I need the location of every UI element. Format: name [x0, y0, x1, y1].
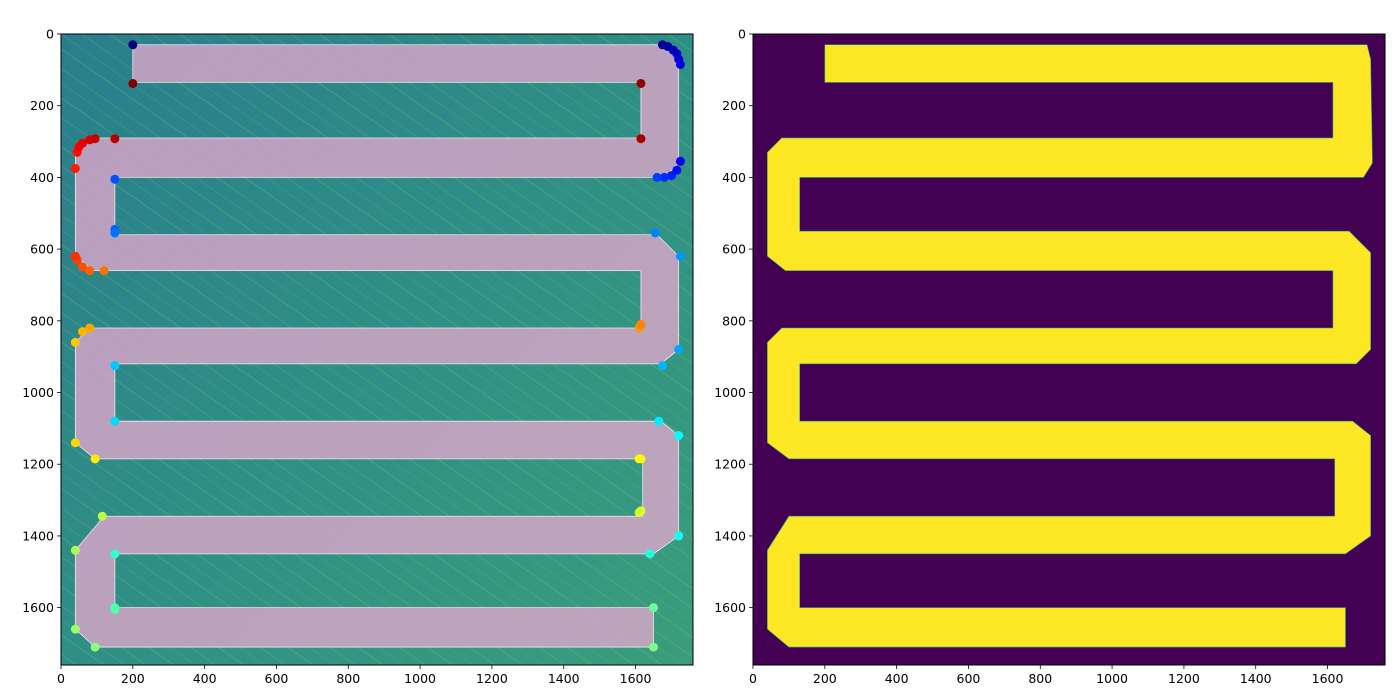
scatter-point [675, 251, 685, 261]
y-tick-label: 1600 [714, 600, 746, 615]
scatter-point [649, 603, 658, 613]
scatter-point [78, 262, 88, 272]
x-tick-label: 1200 [1168, 671, 1200, 686]
scatter-point [674, 345, 684, 354]
x-tick-label: 1000 [404, 671, 436, 686]
left-y-axis: 0 200 400 600 800 1000 1200 1400 1600 [22, 27, 61, 615]
scatter-point [90, 642, 100, 652]
left-panel: 0 200 400 600 800 1000 1200 1400 1600 0 200 400 600… [22, 27, 694, 686]
x-tick-label: 1400 [1240, 671, 1272, 686]
y-tick-label: 200 [30, 98, 54, 113]
y-tick-label: 1000 [714, 385, 746, 400]
scatter-point [70, 251, 80, 261]
y-tick-label: 400 [722, 170, 746, 185]
x-tick-label: 600 [265, 671, 289, 686]
scatter-point [110, 604, 120, 614]
scatter-point [110, 416, 120, 426]
scatter-point [110, 549, 120, 559]
scatter-point [674, 531, 684, 541]
x-tick-label: 600 [957, 671, 981, 686]
left-axes-frame [60, 33, 694, 666]
scatter-point [70, 163, 80, 173]
x-tick-label: 1600 [620, 671, 652, 686]
scatter-point [654, 416, 664, 426]
scatter-point [70, 438, 80, 448]
scatter-point [652, 172, 662, 182]
point-group [70, 40, 685, 652]
scatter-point [99, 266, 109, 276]
x-tick-label: 400 [885, 671, 909, 686]
y-tick-label: 800 [30, 313, 54, 328]
scatter-point [85, 266, 95, 276]
scatter-point [675, 156, 685, 166]
scatter-point [78, 327, 88, 337]
y-tick-label: 600 [30, 242, 54, 257]
scatter-point [110, 174, 120, 184]
right-y-axis: 0 200 400 600 800 1000 1200 1400 1600 [714, 27, 753, 615]
scatter-point [666, 171, 676, 181]
x-tick-label: 1000 [1096, 671, 1128, 686]
y-tick-label: 1200 [22, 457, 54, 472]
x-tick-label: 800 [336, 671, 360, 686]
scatter-point [70, 624, 80, 634]
scatter-point [645, 549, 655, 559]
y-tick-label: 0 [46, 27, 54, 42]
x-tick-label: 200 [121, 671, 145, 686]
scatter-point [97, 511, 107, 521]
scatter-point [110, 134, 120, 144]
x-tick-label: 1400 [548, 671, 580, 686]
scatter-point [634, 454, 644, 464]
y-tick-label: 1400 [714, 528, 746, 543]
x-tick-label: 800 [1028, 671, 1052, 686]
y-tick-label: 200 [722, 98, 746, 113]
scatter-point [70, 545, 80, 555]
y-tick-label: 600 [722, 242, 746, 257]
scatter-point [85, 323, 95, 333]
scatter-point [657, 361, 667, 371]
x-tick-label: 0 [749, 671, 757, 686]
scatter-point [128, 78, 138, 88]
y-tick-label: 400 [30, 170, 54, 185]
y-tick-label: 1600 [22, 600, 54, 615]
y-tick-label: 1000 [22, 385, 54, 400]
x-tick-label: 200 [813, 671, 837, 686]
scatter-point [659, 172, 669, 182]
y-tick-label: 800 [722, 313, 746, 328]
scatter-point [90, 454, 100, 464]
y-tick-label: 0 [738, 27, 746, 42]
scatter-point [78, 138, 88, 148]
x-tick-label: 1600 [1312, 671, 1344, 686]
scatter-point [636, 319, 646, 329]
left-x-axis: 0 200 400 600 800 1000 1200 1400 1600 [57, 665, 651, 686]
scatter-point [636, 78, 646, 88]
scatter-point [70, 337, 80, 347]
right-x-axis: 0 200 400 600 800 1000 1200 1400 1600 [749, 665, 1343, 686]
scatter-point [636, 134, 646, 144]
scatter-point [650, 228, 660, 238]
right-panel: 0 200 400 600 800 1000 1200 1400 1600 0 200 400 600… [714, 27, 1386, 686]
scatter-point [110, 361, 120, 371]
mask-shape [767, 44, 1373, 648]
x-tick-label: 1200 [476, 671, 508, 686]
x-tick-label: 400 [193, 671, 217, 686]
scatter-point [110, 228, 120, 238]
scatter-point [128, 40, 138, 50]
scatter-point [636, 506, 646, 516]
y-tick-label: 1200 [714, 457, 746, 472]
scatter-point [90, 134, 100, 144]
scatter-point [674, 431, 684, 441]
right-axes-frame [752, 33, 1386, 666]
y-tick-label: 1400 [22, 528, 54, 543]
scatter-point [675, 59, 685, 69]
scatter-point [649, 642, 658, 652]
x-tick-label: 0 [57, 671, 65, 686]
